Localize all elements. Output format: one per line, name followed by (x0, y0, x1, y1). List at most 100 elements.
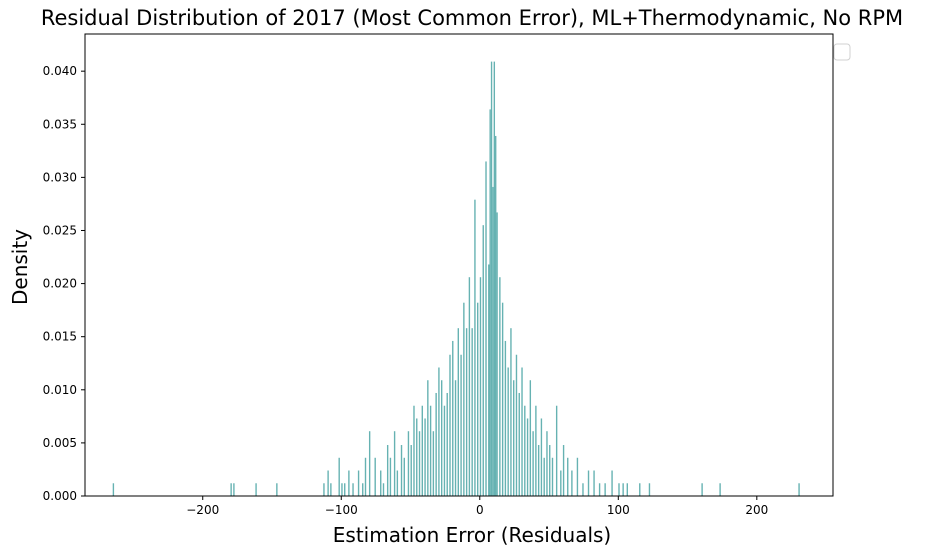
histogram-bar (587, 470, 590, 496)
histogram-bar (492, 186, 494, 496)
histogram-bar (429, 405, 432, 496)
histogram-bar (493, 61, 496, 497)
histogram-bar (410, 445, 412, 496)
histogram-bar (454, 380, 457, 496)
y-tick-label: 0.020 (43, 277, 77, 291)
histogram-bar (618, 483, 620, 496)
histogram-bar (386, 445, 389, 496)
histogram-bar (403, 457, 405, 496)
histogram-bar (526, 418, 529, 496)
histogram-bar (344, 483, 346, 496)
histogram-bar (427, 380, 429, 496)
histogram-bar (611, 470, 613, 496)
histogram-bar (446, 392, 448, 496)
legend-box (833, 43, 851, 61)
histogram-bar (276, 483, 278, 496)
x-axis-title: Estimation Error (Residuals) (333, 523, 611, 547)
histogram-bar (465, 328, 468, 496)
histogram-bar (571, 470, 573, 496)
histogram-bar (546, 431, 548, 496)
histogram-bar (457, 328, 459, 496)
y-axis-ticks: 0.000 0.005 0.010 0.015 0.020 0.025 0.030 0.035… (43, 64, 85, 503)
histogram-bar (474, 199, 476, 496)
histogram-bar (701, 483, 703, 496)
histogram-bar (471, 328, 473, 496)
histogram-bar (507, 367, 509, 496)
histogram-bar (496, 212, 498, 496)
x-tick-label: 100 (607, 503, 630, 517)
y-tick-label: 0.035 (43, 117, 77, 131)
x-tick-label: 0 (476, 503, 484, 517)
histogram-bar (510, 328, 512, 496)
y-tick-label: 0.005 (43, 436, 77, 450)
histogram-bar (551, 457, 554, 496)
histogram-bar (382, 483, 385, 496)
histogram-bar (489, 109, 491, 496)
y-tick-label: 0.015 (43, 330, 77, 344)
histogram-bar (535, 405, 537, 496)
histogram-bar (338, 457, 340, 496)
histogram-bar (513, 380, 515, 496)
histogram-bar (362, 483, 364, 496)
histogram-bar (576, 457, 579, 496)
plot-frame (84, 33, 834, 497)
histogram-bar (468, 277, 471, 496)
histogram-bar (452, 340, 454, 496)
histogram-bar (504, 340, 507, 496)
histogram-bar (562, 445, 565, 496)
histogram-bar (622, 483, 624, 496)
y-tick-label: 0.010 (43, 383, 77, 397)
histogram-bar (482, 225, 484, 497)
histogram-bar (432, 431, 435, 496)
histogram-bar (555, 405, 558, 496)
histogram-bar (490, 61, 493, 497)
histogram-bar (485, 161, 487, 496)
histogram-bar (389, 457, 392, 496)
histogram-bar (330, 483, 332, 496)
histogram-bar (460, 354, 462, 496)
histogram-bar (440, 380, 443, 496)
histogram-bar (323, 483, 325, 496)
histogram-bar (424, 418, 426, 496)
histogram-bar (443, 405, 446, 496)
histogram-bar (407, 431, 410, 496)
histogram-bar (421, 405, 423, 496)
histogram-bar (400, 445, 403, 496)
histogram-bar (449, 354, 451, 496)
histogram-bar (495, 135, 497, 496)
histogram-bar (380, 470, 382, 496)
histogram-bar (549, 445, 551, 496)
histogram-bar (364, 457, 367, 496)
histogram-bar (540, 418, 543, 496)
histogram-bar (518, 392, 520, 496)
x-tick-label: −100 (325, 503, 358, 517)
y-tick-label: 0.040 (43, 64, 77, 78)
histogram-bar (567, 457, 569, 496)
histogram-bar (582, 483, 584, 496)
histogram-bar (416, 418, 418, 496)
histogram-bar (438, 367, 440, 496)
histogram-bar (719, 483, 721, 496)
histogram-bar (463, 302, 465, 496)
histogram-bar (348, 470, 350, 496)
histogram-bar (357, 470, 360, 496)
histogram-bar (352, 483, 354, 496)
histogram-bar (593, 470, 595, 496)
x-tick-label: −200 (186, 503, 219, 517)
chart-title: Residual Distribution of 2017 (Most Comm… (41, 6, 903, 30)
histogram-bar (515, 354, 518, 496)
histogram-bar (560, 470, 562, 496)
histogram-bar (368, 431, 371, 496)
histogram-bar (393, 431, 396, 496)
histogram-bar (413, 405, 415, 496)
histogram-bar (418, 431, 421, 496)
x-axis-ticks: −200 −100 0 100 200 (186, 496, 768, 517)
histogram-bar (604, 483, 606, 496)
histogram-bar (648, 483, 651, 496)
histogram-bar (537, 445, 540, 496)
y-tick-label: 0.030 (43, 170, 77, 184)
histogram-bar (521, 367, 523, 496)
histogram-bar (477, 302, 479, 496)
histogram-bar (488, 264, 490, 496)
histogram-bar (396, 470, 399, 496)
